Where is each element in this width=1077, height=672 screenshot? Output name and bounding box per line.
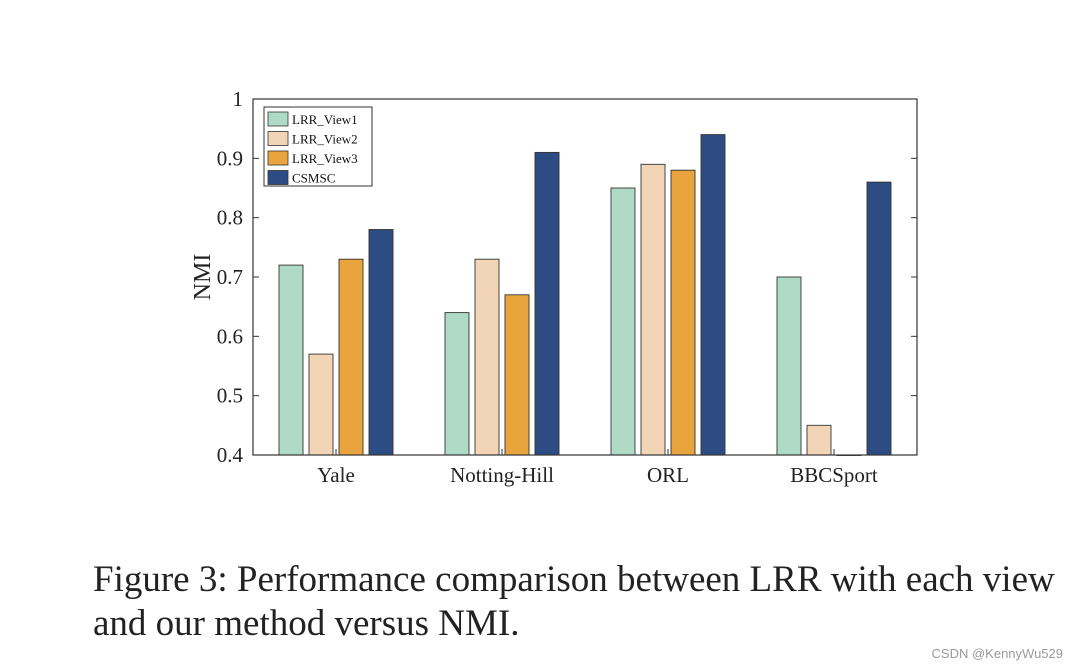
- y-tick-label: 0.7: [217, 265, 243, 289]
- bar-lrr-view1-orl: [610, 187, 636, 456]
- bar-csmsc-orl: [700, 134, 726, 456]
- x-tick-label: Notting-Hill: [450, 463, 554, 487]
- bar-lrr-view3-yale: [338, 258, 364, 456]
- bar-lrr-view3-notting-hill: [504, 294, 530, 456]
- watermark-text: CSDN @KennyWu529: [931, 646, 1063, 661]
- bar-lrr-view1-notting-hill: [444, 312, 470, 456]
- y-tick-label: 0.4: [217, 443, 244, 467]
- bar-csmsc-bbcsport: [866, 181, 892, 456]
- legend: LRR_View1 LRR_View2 LRR_View3 CSMSC: [263, 106, 373, 187]
- y-tick-label: 0.6: [217, 324, 243, 348]
- bar-chart: 0.4 0.5 0.6 0.7 0.8 0.9 1 Yale Notting-Hill ORL B…: [190, 87, 918, 487]
- y-tick-label: 1: [233, 87, 244, 111]
- y-axis-label: NMI: [190, 254, 216, 301]
- legend-label: LRR_View2: [292, 132, 358, 147]
- x-tick-label: BBCSport: [790, 463, 878, 487]
- x-tick-label: Yale: [317, 463, 355, 487]
- y-axis: 0.4 0.5 0.6 0.7 0.8 0.9 1: [217, 87, 917, 467]
- legend-label: LRR_View1: [292, 112, 358, 127]
- bar-lrr-view1-yale: [278, 264, 304, 456]
- bar-csmsc-notting-hill: [534, 151, 560, 456]
- legend-label: LRR_View3: [292, 151, 358, 166]
- x-tick-label: ORL: [647, 463, 689, 487]
- legend-swatch: [267, 170, 289, 185]
- bar-lrr-view2-bbcsport: [806, 424, 832, 456]
- legend-swatch: [267, 150, 289, 166]
- bar-lrr-view2-yale: [308, 353, 334, 456]
- bar-lrr-view1-bbcsport: [776, 276, 802, 456]
- y-tick-label: 0.5: [217, 384, 243, 408]
- legend-label: CSMSC: [292, 171, 335, 186]
- bar-lrr-view3-orl: [670, 169, 696, 456]
- bar-lrr-view2-notting-hill: [474, 258, 500, 456]
- bar-lrr-view2-orl: [640, 163, 666, 456]
- legend-swatch: [267, 111, 289, 127]
- y-tick-label: 0.8: [217, 206, 243, 230]
- x-axis: Yale Notting-Hill ORL BBCSport: [317, 449, 878, 487]
- y-tick-label: 0.9: [217, 146, 243, 170]
- legend-swatch: [267, 131, 289, 146]
- figure-caption: Figure 3: Performance comparison between…: [93, 559, 1055, 644]
- bars-group: [278, 134, 892, 456]
- bar-csmsc-yale: [368, 229, 394, 456]
